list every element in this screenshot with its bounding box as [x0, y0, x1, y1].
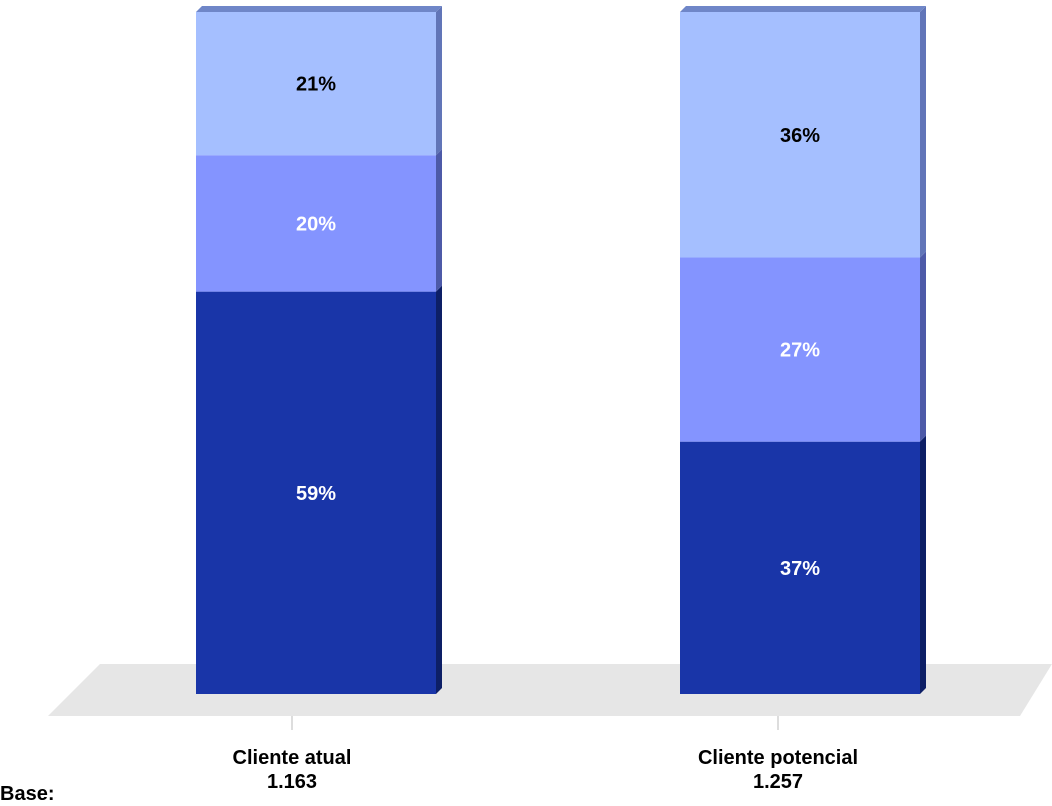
bar-segment-1-2 — [680, 12, 920, 258]
bar-value-label-0-1: 20% — [296, 213, 336, 235]
category-base-1: 1.257 — [752, 771, 804, 793]
bars-group: 59% 20% 21% 37% 27% 36% — [196, 6, 926, 694]
bar-side-1-2 — [920, 6, 926, 258]
bar-top-0 — [196, 6, 442, 12]
bar-value-label-1-1: 27% — [780, 340, 820, 362]
bar-side-1-0 — [920, 435, 926, 694]
bar-value-label-0-2: 21% — [296, 74, 336, 96]
bar-side-1-1 — [920, 251, 926, 442]
bar-value-label-1-2: 36% — [780, 125, 820, 147]
bar-side-0-1 — [436, 149, 442, 292]
bar-value-label-0-0: 59% — [296, 483, 336, 505]
category-base-0: 1.163 — [266, 771, 318, 793]
category-label-1: Cliente potencial 1.257 — [628, 746, 928, 794]
base-label: Base: — [0, 783, 55, 805]
bar-side-0-0 — [436, 285, 442, 694]
category-name-1: Cliente potencial — [697, 747, 859, 769]
category-name-0: Cliente atual — [232, 747, 352, 769]
category-label-0: Cliente atual 1.163 — [142, 746, 442, 794]
bar-segment-1-0 — [680, 441, 920, 694]
bar-segment-1-1 — [680, 257, 920, 442]
bar-segment-0-0 — [196, 291, 436, 694]
bar-segment-0-1 — [196, 155, 436, 292]
bar-side-0-2 — [436, 6, 442, 156]
bar-value-label-1-0: 37% — [780, 558, 820, 580]
bar-segment-0-2 — [196, 12, 436, 156]
bar-top-1 — [680, 6, 926, 12]
